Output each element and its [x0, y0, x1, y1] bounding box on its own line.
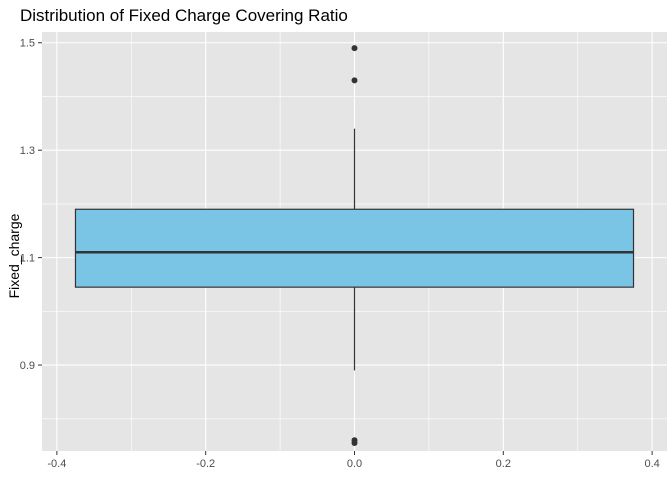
chart-title: Distribution of Fixed Charge Covering Ra…: [20, 6, 348, 25]
y-tick-label: 1.3: [20, 145, 35, 157]
x-tick-label: 0.2: [496, 458, 511, 470]
y-axis-ticks: 0.9 1.1 1.3 1.5: [20, 38, 42, 372]
x-axis-ticks: -0.4 -0.2 0.0 0.2 0.4: [47, 451, 660, 470]
y-axis-title: Fixed_charge: [6, 213, 22, 298]
box-layer: [74, 128, 635, 371]
outlier-point: [351, 45, 358, 52]
x-tick-label: 0.0: [347, 458, 362, 470]
outlier-point: [351, 77, 358, 84]
outlier-point: [351, 439, 358, 446]
y-tick-label: 1.5: [20, 38, 35, 50]
x-tick-label: -0.2: [196, 458, 215, 470]
outlier-layer: [351, 45, 358, 446]
x-tick-label: -0.4: [47, 458, 66, 470]
y-tick-label: 1.1: [20, 253, 35, 265]
x-tick-label: 0.4: [644, 458, 659, 470]
y-tick-label: 0.9: [20, 360, 35, 372]
interquartile-box: [74, 208, 635, 288]
